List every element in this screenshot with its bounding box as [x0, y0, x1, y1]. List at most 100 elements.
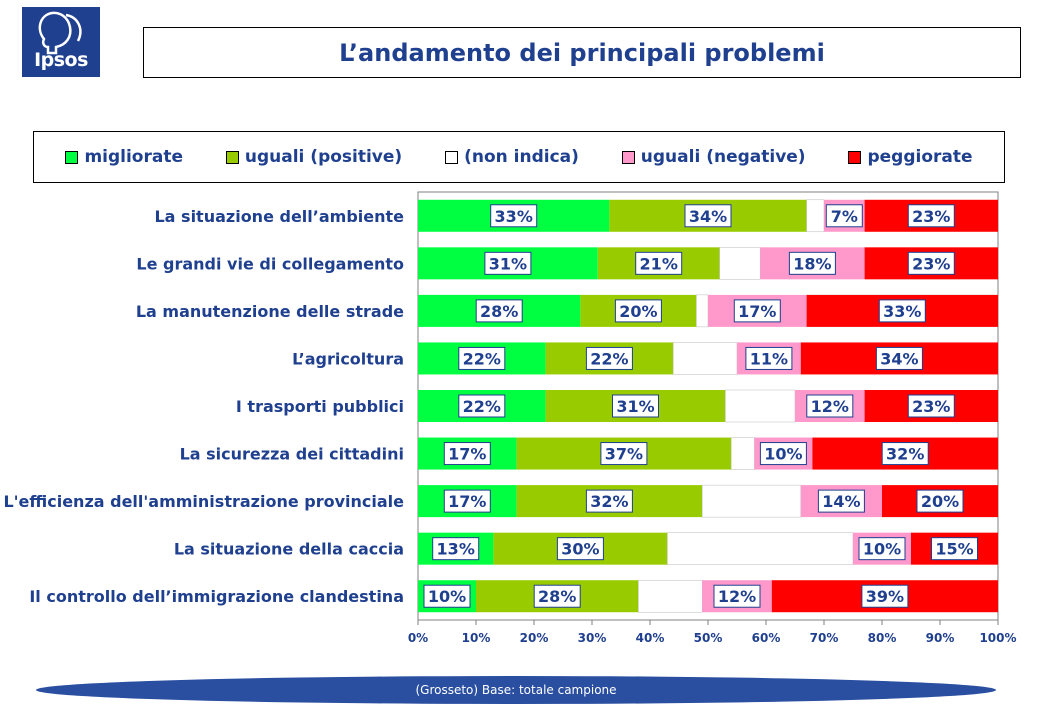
bar-segment: [696, 294, 709, 328]
data-label-box: [432, 537, 480, 561]
data-label-box: [733, 299, 781, 323]
data-label: 12%: [811, 397, 849, 416]
data-label-box: [533, 584, 581, 608]
data-label-box: [585, 346, 633, 370]
data-label-box: [931, 537, 978, 561]
data-label-box: [858, 537, 906, 561]
data-label: 22%: [463, 349, 501, 368]
data-label-box: [817, 489, 865, 513]
data-label-box: [585, 489, 633, 513]
page-title: L’andamento dei principali problemi: [339, 38, 825, 67]
bar-segment: [667, 532, 854, 565]
x-tick-label: 80%: [868, 631, 897, 645]
legend-swatch: [621, 150, 635, 164]
legend-label: uguali (negative): [640, 147, 806, 167]
footer-text: (Grosseto) Base: totale campione: [415, 683, 617, 697]
data-label-box: [475, 299, 523, 323]
data-label: 23%: [912, 254, 950, 273]
footer-banner: (Grosseto) Base: totale campione: [36, 676, 996, 704]
data-label: 15%: [935, 540, 973, 559]
data-label: 32%: [590, 492, 628, 511]
data-label-box: [825, 204, 863, 228]
x-tick-label: 40%: [636, 631, 665, 645]
bar-segment: [701, 484, 802, 518]
legend-label: migliorate: [84, 147, 183, 167]
data-label-box: [878, 299, 926, 323]
ipsos-logo: Ipsos: [22, 7, 100, 77]
data-label-box: [458, 394, 506, 418]
legend-item: uguali (negative): [621, 147, 806, 167]
data-label: 17%: [448, 492, 486, 511]
data-label: 31%: [489, 254, 527, 273]
data-label-box: [484, 251, 532, 275]
x-tick-label: 60%: [752, 631, 781, 645]
legend-item: uguali (positive): [225, 147, 402, 167]
data-label: 34%: [880, 349, 918, 368]
data-label-box: [635, 251, 683, 275]
category-label: La situazione dell’ambiente: [154, 207, 404, 226]
bar-segment: [730, 437, 755, 470]
data-label-box: [745, 346, 793, 370]
data-label: 21%: [640, 254, 678, 273]
logo-text: Ipsos: [34, 49, 88, 71]
data-label-box: [614, 299, 662, 323]
data-label: 37%: [605, 445, 643, 464]
data-label-box: [612, 394, 659, 418]
legend-swatch: [225, 150, 239, 164]
category-label: La manutenzione delle strade: [136, 302, 404, 321]
data-label: 18%: [793, 254, 831, 273]
category-label: I trasporti pubblici: [236, 397, 404, 416]
data-label: 22%: [590, 349, 628, 368]
data-label: 13%: [437, 540, 475, 559]
legend-swatch: [445, 150, 459, 164]
category-label: L'efficienza dell'amministrazione provin…: [3, 492, 404, 511]
data-label: 10%: [764, 445, 802, 464]
data-label-box: [875, 346, 923, 370]
bar-segment: [725, 389, 796, 423]
data-label: 17%: [738, 302, 776, 321]
data-label: 33%: [883, 302, 921, 321]
data-label-box: [423, 584, 471, 608]
data-label: 34%: [689, 207, 727, 226]
data-label-box: [443, 489, 491, 513]
bar-segment: [806, 199, 825, 233]
data-label: 39%: [866, 587, 904, 606]
category-label: L’agricoltura: [292, 349, 404, 368]
legend-label: (non indica): [464, 147, 579, 167]
x-tick-label: 100%: [979, 631, 1016, 645]
data-label-box: [861, 584, 909, 608]
x-tick-label: 90%: [926, 631, 955, 645]
data-label: 20%: [921, 492, 959, 511]
data-label-box: [907, 394, 955, 418]
data-label-box: [600, 442, 648, 466]
data-label-box: [684, 204, 732, 228]
data-label: 12%: [718, 587, 756, 606]
data-label-box: [759, 442, 807, 466]
data-label: 33%: [495, 207, 533, 226]
legend-item: peggiorate: [848, 147, 973, 167]
data-label-box: [881, 442, 929, 466]
x-tick-label: 20%: [520, 631, 549, 645]
legend-item: (non indica): [445, 147, 579, 167]
bar-segment: [719, 247, 761, 280]
legend-swatch: [848, 150, 862, 164]
data-label-box: [458, 346, 506, 370]
data-label-box: [806, 394, 854, 418]
data-label: 10%: [863, 540, 901, 559]
data-label: 32%: [886, 445, 924, 464]
title-box: L’andamento dei principali problemi: [143, 27, 1021, 78]
x-tick-label: 10%: [462, 631, 491, 645]
category-label: La sicurezza dei cittadini: [180, 445, 404, 464]
head-silhouette-icon: [38, 11, 82, 55]
data-label: 7%: [831, 207, 858, 226]
data-label: 10%: [428, 587, 466, 606]
data-label-box: [490, 204, 538, 228]
data-label-box: [916, 489, 964, 513]
data-label: 20%: [619, 302, 657, 321]
data-label: 28%: [480, 302, 518, 321]
data-label-box: [443, 442, 491, 466]
data-label-box: [907, 204, 955, 228]
data-label: 11%: [750, 349, 788, 368]
data-label: 17%: [448, 445, 486, 464]
data-label-box: [713, 584, 761, 608]
